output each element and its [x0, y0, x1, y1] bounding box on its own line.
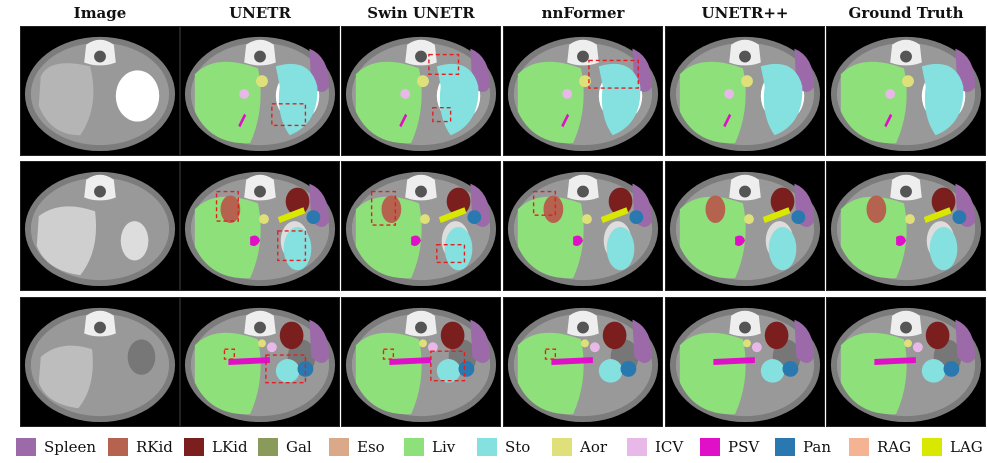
- ct-slice-ground-truth-row-2: [826, 161, 986, 291]
- legend-label-aor: Aor: [580, 438, 608, 456]
- organ-legend: Spleen RKid LKid Gal Eso Liv Sto Aor ICV…: [8, 436, 983, 458]
- legend-item-psv: PSV: [700, 436, 759, 458]
- ct-slice-nnformer-row-3: [503, 297, 663, 427]
- legend-item-icv: ICV: [627, 436, 683, 458]
- legend-swatch-sto: [477, 438, 497, 456]
- column-header-swin-unetr: Swin UNETR: [367, 4, 475, 22]
- legend-swatch-liv: [404, 438, 424, 456]
- ct-slice-nnformer-row-2: [503, 161, 663, 291]
- legend-swatch-rag: [849, 438, 869, 456]
- legend-label-spleen: Spleen: [44, 438, 97, 456]
- legend-item-lag: LAG: [922, 436, 983, 458]
- legend-item-rag: RAG: [849, 436, 911, 458]
- legend-swatch-pan: [775, 438, 795, 456]
- legend-swatch-icv: [627, 438, 647, 456]
- ct-slice-swin-unetr-row-2: [341, 161, 501, 291]
- legend-item-aor: Aor: [552, 436, 607, 458]
- column-header-nnformer: nnFormer: [541, 4, 625, 22]
- ct-slice-unetr-row-3: [180, 297, 340, 427]
- legend-label-rag: RAG: [877, 438, 912, 456]
- legend-label-eso: Eso: [357, 438, 385, 456]
- ct-slice-swin-unetr-row-3: [341, 297, 501, 427]
- ct-slice-image-row-2: [20, 161, 180, 291]
- legend-item-sto: Sto: [477, 436, 530, 458]
- column-header-ground-truth: Ground Truth: [848, 4, 964, 22]
- legend-item-pan: Pan: [775, 436, 831, 458]
- legend-swatch-aor: [552, 438, 572, 456]
- legend-item-lkid: LKid: [184, 436, 248, 458]
- ct-slice-unetr-plus-plus-row-3: [665, 297, 825, 427]
- legend-item-rkid: RKid: [108, 436, 173, 458]
- legend-label-rkid: RKid: [136, 438, 173, 456]
- ct-slice-unetr-plus-plus-row-2: [665, 161, 825, 291]
- legend-label-lag: LAG: [950, 438, 983, 456]
- legend-label-sto: Sto: [505, 438, 531, 456]
- ct-slice-swin-unetr-row-1: [341, 26, 501, 156]
- legend-swatch-eso: [329, 438, 349, 456]
- ct-slice-image-row-1: [20, 26, 180, 156]
- ct-slice-ground-truth-row-1: [826, 26, 986, 156]
- legend-swatch-gal: [258, 438, 278, 456]
- ct-slice-image-row-3: [20, 297, 180, 427]
- legend-item-spleen: Spleen: [16, 436, 96, 458]
- legend-swatch-spleen: [16, 438, 36, 456]
- legend-label-icv: ICV: [655, 438, 684, 456]
- legend-swatch-lkid: [184, 438, 204, 456]
- legend-label-gal: Gal: [286, 438, 312, 456]
- legend-item-liv: Liv: [404, 436, 455, 458]
- legend-item-gal: Gal: [258, 436, 312, 458]
- column-header-unetr-plus-plus: UNETR++: [701, 4, 789, 22]
- legend-label-liv: Liv: [432, 438, 456, 456]
- ct-slice-unetr-row-1: [180, 26, 340, 156]
- legend-label-lkid: LKid: [212, 438, 248, 456]
- ct-slice-nnformer-row-1: [503, 26, 663, 156]
- legend-swatch-psv: [700, 438, 720, 456]
- column-header-unetr: UNETR: [229, 4, 291, 22]
- legend-swatch-rkid: [108, 438, 128, 456]
- legend-label-psv: PSV: [728, 438, 760, 456]
- ct-slice-ground-truth-row-3: [826, 297, 986, 427]
- ct-slice-unetr-plus-plus-row-1: [665, 26, 825, 156]
- ct-slice-unetr-row-2: [180, 161, 340, 291]
- legend-item-eso: Eso: [329, 436, 385, 458]
- legend-label-pan: Pan: [803, 438, 832, 456]
- column-header-image: Image: [73, 4, 127, 22]
- legend-swatch-lag: [922, 438, 942, 456]
